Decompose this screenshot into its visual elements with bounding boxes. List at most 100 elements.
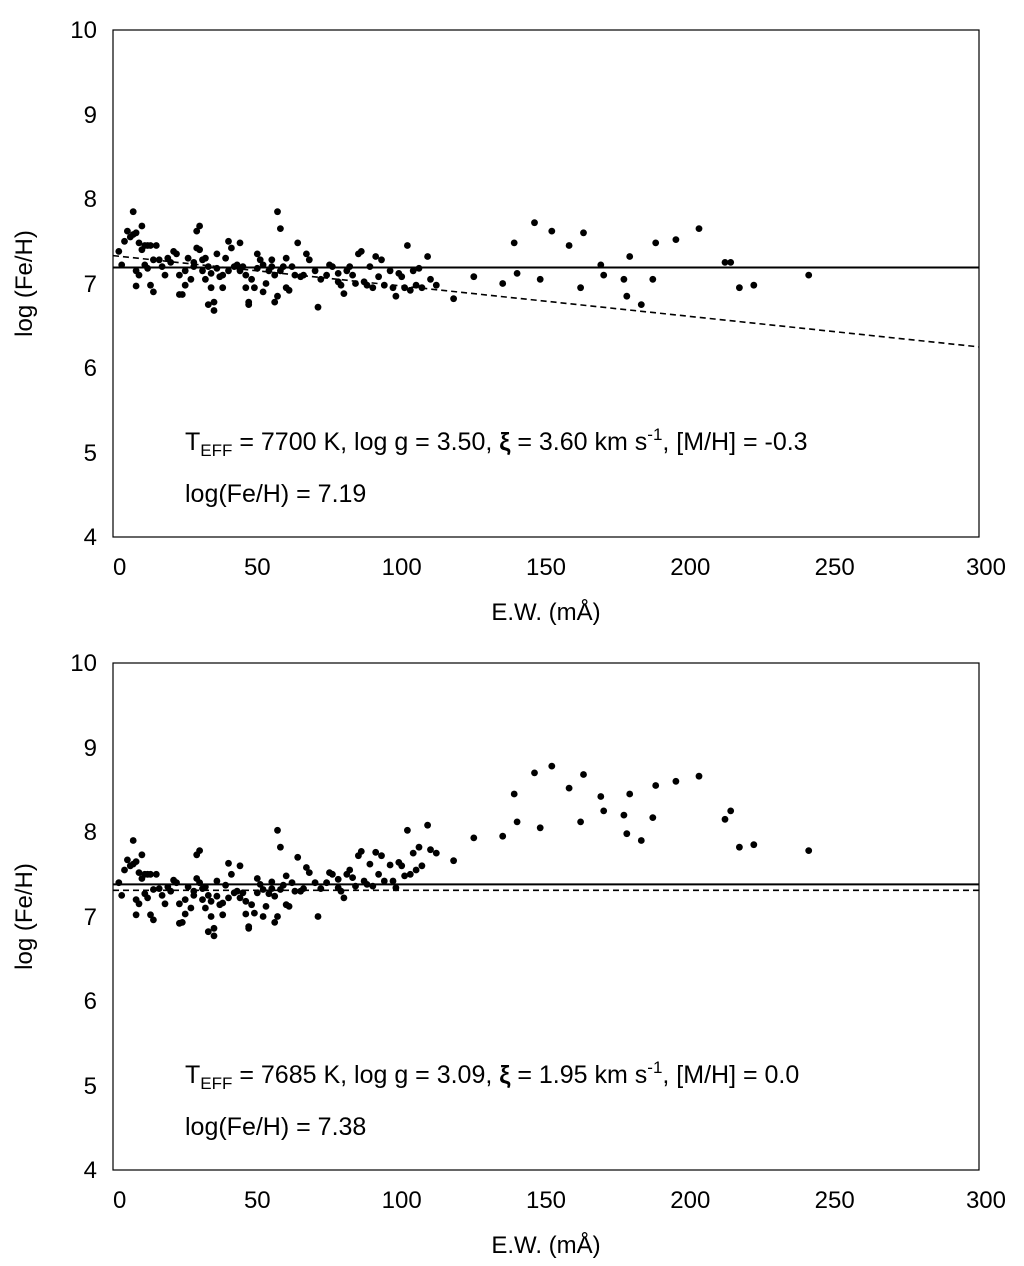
data-point bbox=[121, 866, 128, 874]
data-point bbox=[649, 814, 657, 821]
data-point bbox=[207, 270, 215, 277]
data-point bbox=[279, 263, 287, 270]
y-tick-label: 5 bbox=[84, 440, 97, 467]
data-point bbox=[346, 866, 354, 874]
data-point bbox=[346, 263, 354, 270]
data-point bbox=[228, 244, 235, 252]
data-point bbox=[721, 815, 729, 823]
data-point bbox=[357, 248, 365, 255]
data-point bbox=[150, 256, 157, 264]
data-point bbox=[565, 242, 573, 249]
data-point bbox=[167, 887, 175, 895]
data-point bbox=[181, 896, 189, 903]
data-point bbox=[736, 843, 743, 851]
data-point bbox=[236, 894, 244, 902]
data-point bbox=[288, 263, 296, 270]
data-point bbox=[386, 861, 394, 869]
data-point bbox=[204, 301, 212, 308]
data-point bbox=[271, 892, 279, 900]
data-point bbox=[213, 892, 221, 900]
data-point bbox=[294, 239, 302, 247]
teff-subscript: EFF bbox=[200, 441, 232, 460]
data-point bbox=[207, 897, 215, 905]
x-tick-label: 150 bbox=[526, 1187, 566, 1214]
data-point bbox=[277, 843, 284, 851]
data-point bbox=[181, 281, 189, 289]
data-point bbox=[600, 807, 608, 815]
data-point bbox=[499, 280, 507, 287]
data-point bbox=[427, 275, 434, 283]
data-point bbox=[695, 225, 703, 233]
stellar-parameters-annotation: TEFF = 7700 K, log g = 3.50, ξ = 3.60 km… bbox=[185, 425, 808, 460]
data-point bbox=[115, 879, 123, 887]
data-point bbox=[409, 849, 417, 857]
data-point bbox=[129, 208, 137, 216]
data-point bbox=[268, 878, 276, 886]
data-point bbox=[242, 897, 250, 905]
data-point bbox=[178, 291, 186, 298]
data-point bbox=[176, 900, 183, 908]
x-axis-ticks: 0 50 100 150 200 250 300 bbox=[113, 1187, 1006, 1214]
data-point bbox=[204, 263, 212, 270]
data-point bbox=[124, 227, 131, 235]
data-point bbox=[213, 250, 221, 258]
data-point bbox=[736, 284, 743, 292]
data-point bbox=[424, 821, 431, 829]
data-point bbox=[305, 869, 313, 876]
data-point bbox=[219, 271, 227, 279]
y-axis-ticks: 4 5 6 7 8 9 10 bbox=[70, 17, 97, 551]
data-point bbox=[135, 869, 143, 876]
data-point bbox=[620, 811, 628, 819]
data-point bbox=[450, 295, 457, 303]
data-point bbox=[337, 281, 345, 289]
x-tick-label: 300 bbox=[966, 1187, 1006, 1214]
data-point bbox=[805, 847, 813, 854]
data-point bbox=[158, 263, 166, 270]
data-point bbox=[161, 271, 169, 279]
x-tick-label: 50 bbox=[244, 554, 271, 581]
data-point bbox=[548, 227, 556, 235]
data-point bbox=[202, 883, 209, 891]
data-point bbox=[366, 263, 374, 270]
data-point bbox=[245, 301, 253, 308]
data-point bbox=[317, 885, 325, 892]
data-point bbox=[233, 261, 241, 269]
data-point bbox=[152, 870, 160, 878]
data-point bbox=[291, 271, 299, 279]
data-point bbox=[236, 239, 244, 247]
data-point bbox=[620, 275, 628, 283]
data-point bbox=[363, 881, 371, 888]
data-point bbox=[256, 256, 264, 264]
data-point bbox=[282, 872, 290, 880]
y-tick-label: 4 bbox=[84, 524, 97, 551]
y-tick-label: 9 bbox=[84, 735, 97, 762]
data-point bbox=[190, 263, 198, 270]
data-point bbox=[291, 887, 299, 895]
mean-abundance-label: log(Fe/H) = 7.19 bbox=[185, 480, 366, 508]
data-point bbox=[311, 267, 319, 275]
data-point bbox=[314, 303, 322, 311]
y-axis-label: log (Fe/H) bbox=[11, 863, 38, 970]
data-point bbox=[805, 271, 813, 279]
top-panel: 0 50 100 150 200 250 300 4 5 6 7 8 9 10 … bbox=[11, 17, 1006, 626]
data-point bbox=[513, 270, 521, 277]
data-point bbox=[340, 894, 348, 902]
data-point bbox=[470, 834, 478, 842]
data-point bbox=[262, 903, 270, 910]
data-point bbox=[401, 872, 408, 880]
data-point bbox=[222, 254, 230, 262]
y-tick-label: 10 bbox=[70, 17, 97, 44]
data-point bbox=[369, 882, 377, 890]
data-point bbox=[193, 227, 201, 235]
params-post: , [M/H] = -0.3 bbox=[662, 428, 807, 456]
data-point bbox=[418, 862, 426, 870]
data-point bbox=[424, 253, 431, 260]
data-point bbox=[406, 286, 414, 294]
data-point bbox=[135, 271, 143, 279]
data-point bbox=[432, 281, 440, 289]
data-point bbox=[274, 913, 281, 920]
x-tick-label: 150 bbox=[526, 554, 566, 581]
data-point bbox=[213, 877, 221, 885]
data-point bbox=[415, 843, 423, 851]
data-point bbox=[375, 273, 382, 281]
